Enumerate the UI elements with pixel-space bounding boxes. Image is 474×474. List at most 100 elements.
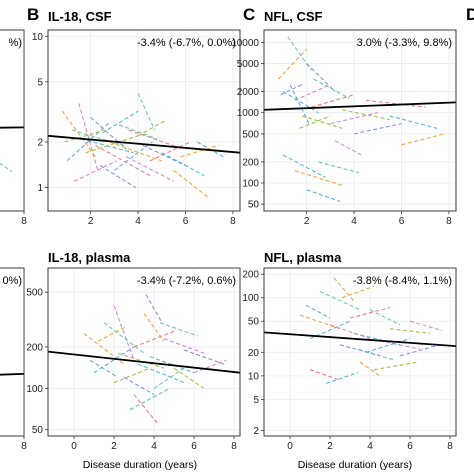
subject-trajectory [109,141,162,162]
subject-trajectory [373,361,419,371]
plot-area [0,267,25,437]
panel-title-nfl-plasma: NFL, plasma [264,250,342,265]
trend-line [264,101,456,111]
subject-trajectory [389,115,438,129]
subject-trajectory [113,305,135,361]
subject-trajectory [173,169,210,199]
plot-area [47,29,241,212]
x-tick-label: 6 [407,441,413,452]
y-tick-label: 100 [26,384,43,395]
subject-trajectory [306,189,341,202]
x-tick-label: 8 [447,441,453,452]
y-tick-label: 20 [248,348,260,359]
x-tick-label: 2 [304,216,310,227]
trend-line [48,134,240,154]
y-tick-label: 10000 [231,38,259,49]
x-tick-label: 8 [231,441,237,452]
subject-trajectory [71,129,125,146]
effect-annotation: -3.8% (-8.4%, 1.1%) [353,275,452,287]
subject-trajectory [99,165,136,189]
plot-border [0,29,25,212]
subject-trajectory [369,309,401,326]
subject-trajectory [334,140,362,156]
subject-trajectory [81,138,134,154]
subject-trajectory [64,129,106,143]
y-tick-label: 2 [37,138,43,149]
subject-trajectory [102,110,139,134]
x-tick-label: 6 [191,441,197,452]
subject-trajectory [137,119,167,137]
y-tick-label: 5000 [237,59,260,70]
y-tick-label: 500 [26,288,43,299]
subject-trajectory [365,338,411,353]
y-tick-label: 200 [242,157,259,168]
subject-trajectory [294,170,345,187]
subject-trajectory [89,359,119,378]
x-tick-label: 4 [351,216,357,227]
subject-trajectory [161,152,205,177]
x-tick-label: 4 [367,441,373,452]
panel-title-nfl-csf: NFL, CSF [264,9,323,24]
subject-trajectory [301,115,343,129]
x-tick-label: 8 [21,441,27,452]
subject-trajectory [123,376,155,396]
subject-trajectory [129,387,171,411]
panel-title-il18-csf: IL-18, CSF [48,9,112,24]
subject-trajectory [318,161,359,174]
x-tick-label: 4 [135,216,141,227]
subject-trajectory [118,124,158,140]
y-tick-label: 5 [253,395,259,406]
subject-trajectory [289,84,310,124]
subject-trajectory [309,369,339,380]
plot-area [47,267,241,437]
subject-trajectory [78,103,99,171]
subject-trajectory [149,141,191,162]
subject-trajectory [282,154,326,178]
y-tick-label: 100 [242,179,259,190]
subject-trajectory [401,133,445,146]
subject-trajectory [311,94,355,108]
subject-trajectory [365,99,426,108]
subject-trajectory [325,372,359,384]
subject-trajectory [117,352,165,369]
subject-trajectory [359,361,381,377]
x-axis-title-right: Disease duration (years) [298,459,412,471]
plot-content [48,30,240,211]
plot-content [48,268,240,436]
y-tick-label: 50 [248,200,260,211]
subject-trajectory [379,340,421,350]
y-tick-label: 5 [37,77,43,88]
subject-trajectory [319,290,361,311]
y-tick-label: 500 [242,129,259,140]
effect-annotation: 3.0% (-3.3%, 9.8%) [357,37,452,49]
subject-trajectory [180,144,219,158]
subject-trajectory [399,344,441,357]
plot-border [47,267,241,437]
subject-trajectory [128,129,184,150]
y-tick-label: 1000 [237,108,260,119]
subject-trajectory [133,330,175,348]
x-tick-label: 0 [71,441,77,452]
plot-area [263,29,457,212]
subject-trajectory [97,326,127,342]
y-tick-label: 50 [248,317,260,328]
subject-trajectory [299,115,331,129]
x-tick-label: 2 [88,216,94,227]
effect-annotation: 0%) [2,275,22,287]
trend-line [264,331,456,347]
subject-trajectory [305,304,331,319]
plot-border [263,29,457,212]
panel-il18-csf: 2 4 6 8 1 2 5 10 -3.4% (-6.7%, 0.0%) [32,29,241,227]
x-tick-label: 8 [21,216,27,227]
y-tick-label: 2000 [237,87,260,98]
panel-title-il18-plasma: IL-18, plasma [48,250,131,265]
subject-trajectory [306,63,336,92]
y-tick-label: 200 [26,342,43,353]
subject-trajectory [409,320,443,332]
x-tick-label: 6 [399,216,405,227]
subject-trajectory [159,322,199,337]
subject-trajectory [142,144,186,166]
subject-trajectory [145,294,163,323]
panel-il18-plasma: 0 2 4 6 8 50 100 200 500 -3.4% (-7.2%, 0.6%) [26,267,241,452]
